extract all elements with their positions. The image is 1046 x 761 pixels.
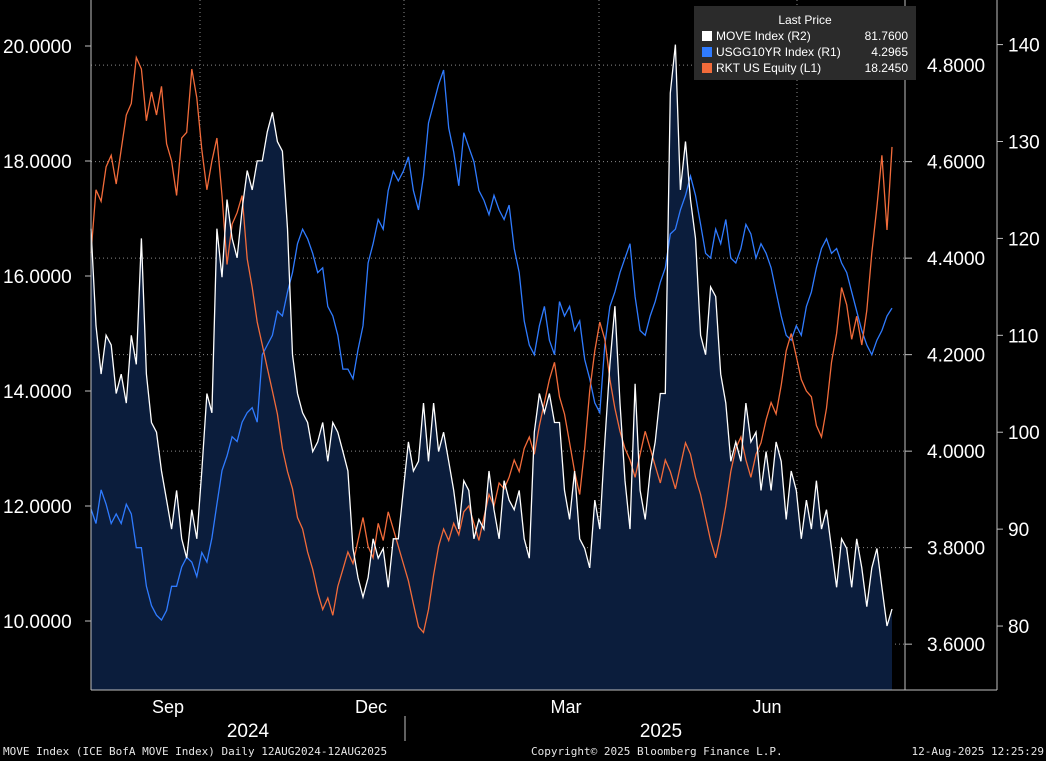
x-year-label: 2024	[227, 721, 270, 742]
left-tick-label: 16.0000	[3, 267, 72, 288]
legend-title: Last Price	[778, 13, 832, 27]
x-month-label: Sep	[152, 697, 184, 717]
legend-item-move: MOVE Index (R2) 81.7600	[702, 28, 908, 44]
x-month-label: Jun	[752, 697, 781, 717]
left-tick-label: 14.0000	[3, 382, 72, 403]
x-month-label: Dec	[355, 697, 387, 717]
right1-tick-label: 3.8000	[927, 539, 985, 560]
right1-tick-label: 4.0000	[927, 442, 985, 463]
axes: 10.0000 12.0000 14.0000 16.0000 18.0000 20.00…	[3, 0, 1040, 742]
right2-tick-label: 90	[1008, 520, 1029, 541]
x-year-label: 2025	[640, 721, 682, 742]
right1-tick-label: 4.2000	[927, 346, 985, 367]
legend-label-rkt: RKT US Equity (L1)	[716, 61, 822, 75]
legend-swatch-rkt	[702, 63, 712, 73]
legend-swatch-usgg	[702, 47, 712, 57]
footer-copyright: Copyright© 2025 Bloomberg Finance L.P.	[531, 745, 783, 758]
right1-tick-label: 4.6000	[927, 153, 985, 174]
right1-tick-label: 3.6000	[927, 635, 985, 656]
right2-tick-label: 100	[1008, 423, 1040, 444]
left-tick-label: 20.0000	[3, 37, 72, 58]
legend-value-usgg: 4.2965	[871, 45, 908, 59]
right1-tick-label: 4.4000	[927, 249, 985, 270]
move-index-line	[90, 44, 893, 627]
right2-tick-label: 140	[1008, 36, 1040, 57]
x-month-label: Mar	[551, 697, 582, 717]
usgg10yr-line	[90, 69, 893, 622]
legend-value-move: 81.7600	[864, 29, 908, 43]
footer-source: MOVE Index (ICE BofA MOVE Index) Daily 1…	[3, 745, 388, 758]
right2-tick-label: 80	[1008, 617, 1029, 638]
legend-value-rkt: 18.2450	[864, 61, 908, 75]
legend-label-move: MOVE Index (R2)	[716, 29, 811, 43]
right1-tick-label: 4.8000	[927, 56, 985, 77]
footer-timestamp: 12-Aug-2025 12:25:29	[911, 745, 1044, 758]
gridlines	[91, 0, 905, 690]
right2-tick-label: 120	[1008, 229, 1040, 250]
legend: Last Price MOVE Index (R2) 81.7600 USGG1…	[694, 6, 916, 80]
legend-item-rkt: RKT US Equity (L1) 18.2450	[702, 60, 908, 76]
left-tick-label: 18.0000	[3, 152, 72, 173]
right2-tick-label: 110	[1008, 326, 1038, 347]
left-tick-label: 12.0000	[3, 497, 72, 518]
move-index-area	[91, 44, 892, 691]
legend-swatch-move	[702, 31, 712, 41]
left-tick-label: 10.0000	[3, 612, 72, 633]
legend-label-usgg: USGG10YR Index (R1)	[716, 45, 841, 59]
right2-tick-label: 130	[1008, 132, 1040, 153]
legend-item-usgg: USGG10YR Index (R1) 4.2965	[702, 44, 908, 60]
